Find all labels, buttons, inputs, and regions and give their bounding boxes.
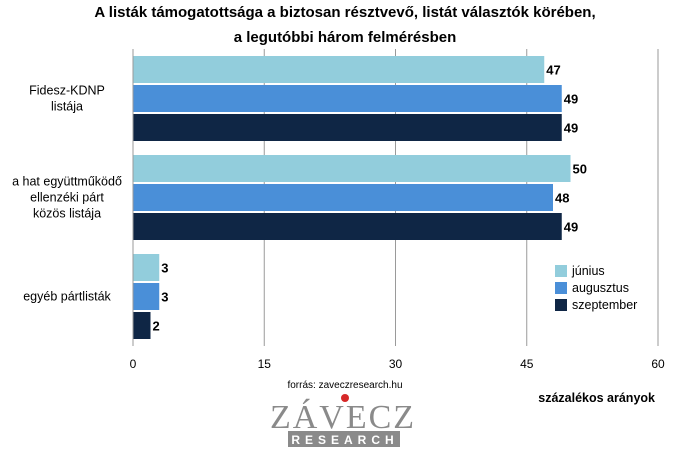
- legend-label: augusztus: [572, 281, 629, 295]
- legend: június augusztus szeptember: [555, 264, 637, 312]
- legend-label: szeptember: [572, 298, 637, 312]
- logo-research-band: [288, 431, 400, 447]
- logo-wordmark: ZÁVECZ: [270, 399, 416, 436]
- logo-research-text: RESEARCH: [291, 433, 398, 447]
- logo-accent-dot: [341, 394, 349, 402]
- zavecz-logo: ZÁVECZ RESEARCH: [270, 394, 416, 447]
- data-label: 50: [573, 162, 587, 177]
- bar: [133, 56, 545, 83]
- chart-title-line-1: A listák támogatottsága a biztosan részt…: [94, 4, 595, 21]
- chart-title-line-2: a legutóbbi három felmérésben: [234, 29, 457, 46]
- legend-swatch: [555, 265, 567, 277]
- x-tick-label: 45: [520, 357, 534, 371]
- bar: [133, 85, 562, 112]
- category-label: egyéb pártlisták: [23, 290, 111, 304]
- source-text: forrás: zaveczresearch.hu: [287, 380, 402, 391]
- x-tick-label: 0: [130, 357, 137, 371]
- x-axis-unit-label: százalékos arányok: [538, 391, 655, 405]
- bar: [133, 213, 562, 240]
- category-label: ellenzéki párt: [30, 191, 104, 205]
- data-label: 49: [564, 220, 578, 235]
- category-label: a hat együttműködő: [12, 175, 122, 189]
- category-labels: Fidesz-KDNP listája a hat együttműködő elle…: [12, 84, 122, 304]
- data-label: 49: [564, 92, 578, 107]
- legend-swatch: [555, 299, 567, 311]
- bar: [133, 184, 553, 211]
- x-tick-labels: 0 15 30 45 60: [130, 357, 665, 371]
- data-label: 2: [153, 319, 160, 334]
- category-label: közös listája: [33, 207, 101, 221]
- bar: [133, 312, 151, 339]
- data-label: 49: [564, 121, 578, 136]
- legend-swatch: [555, 282, 567, 294]
- bar: [133, 254, 160, 281]
- bar: [133, 283, 160, 310]
- category-label: listája: [51, 100, 83, 114]
- data-label: 47: [546, 63, 560, 78]
- data-label: 3: [161, 261, 168, 276]
- x-tick-label: 60: [651, 357, 665, 371]
- bar: [133, 155, 571, 182]
- bar: [133, 114, 562, 141]
- bars: [132, 49, 571, 346]
- data-label: 48: [555, 191, 569, 206]
- data-label: 3: [161, 290, 168, 305]
- x-tick-label: 15: [258, 357, 272, 371]
- category-label: Fidesz-KDNP: [29, 84, 105, 98]
- x-tick-label: 30: [389, 357, 403, 371]
- legend-label: június: [571, 264, 605, 278]
